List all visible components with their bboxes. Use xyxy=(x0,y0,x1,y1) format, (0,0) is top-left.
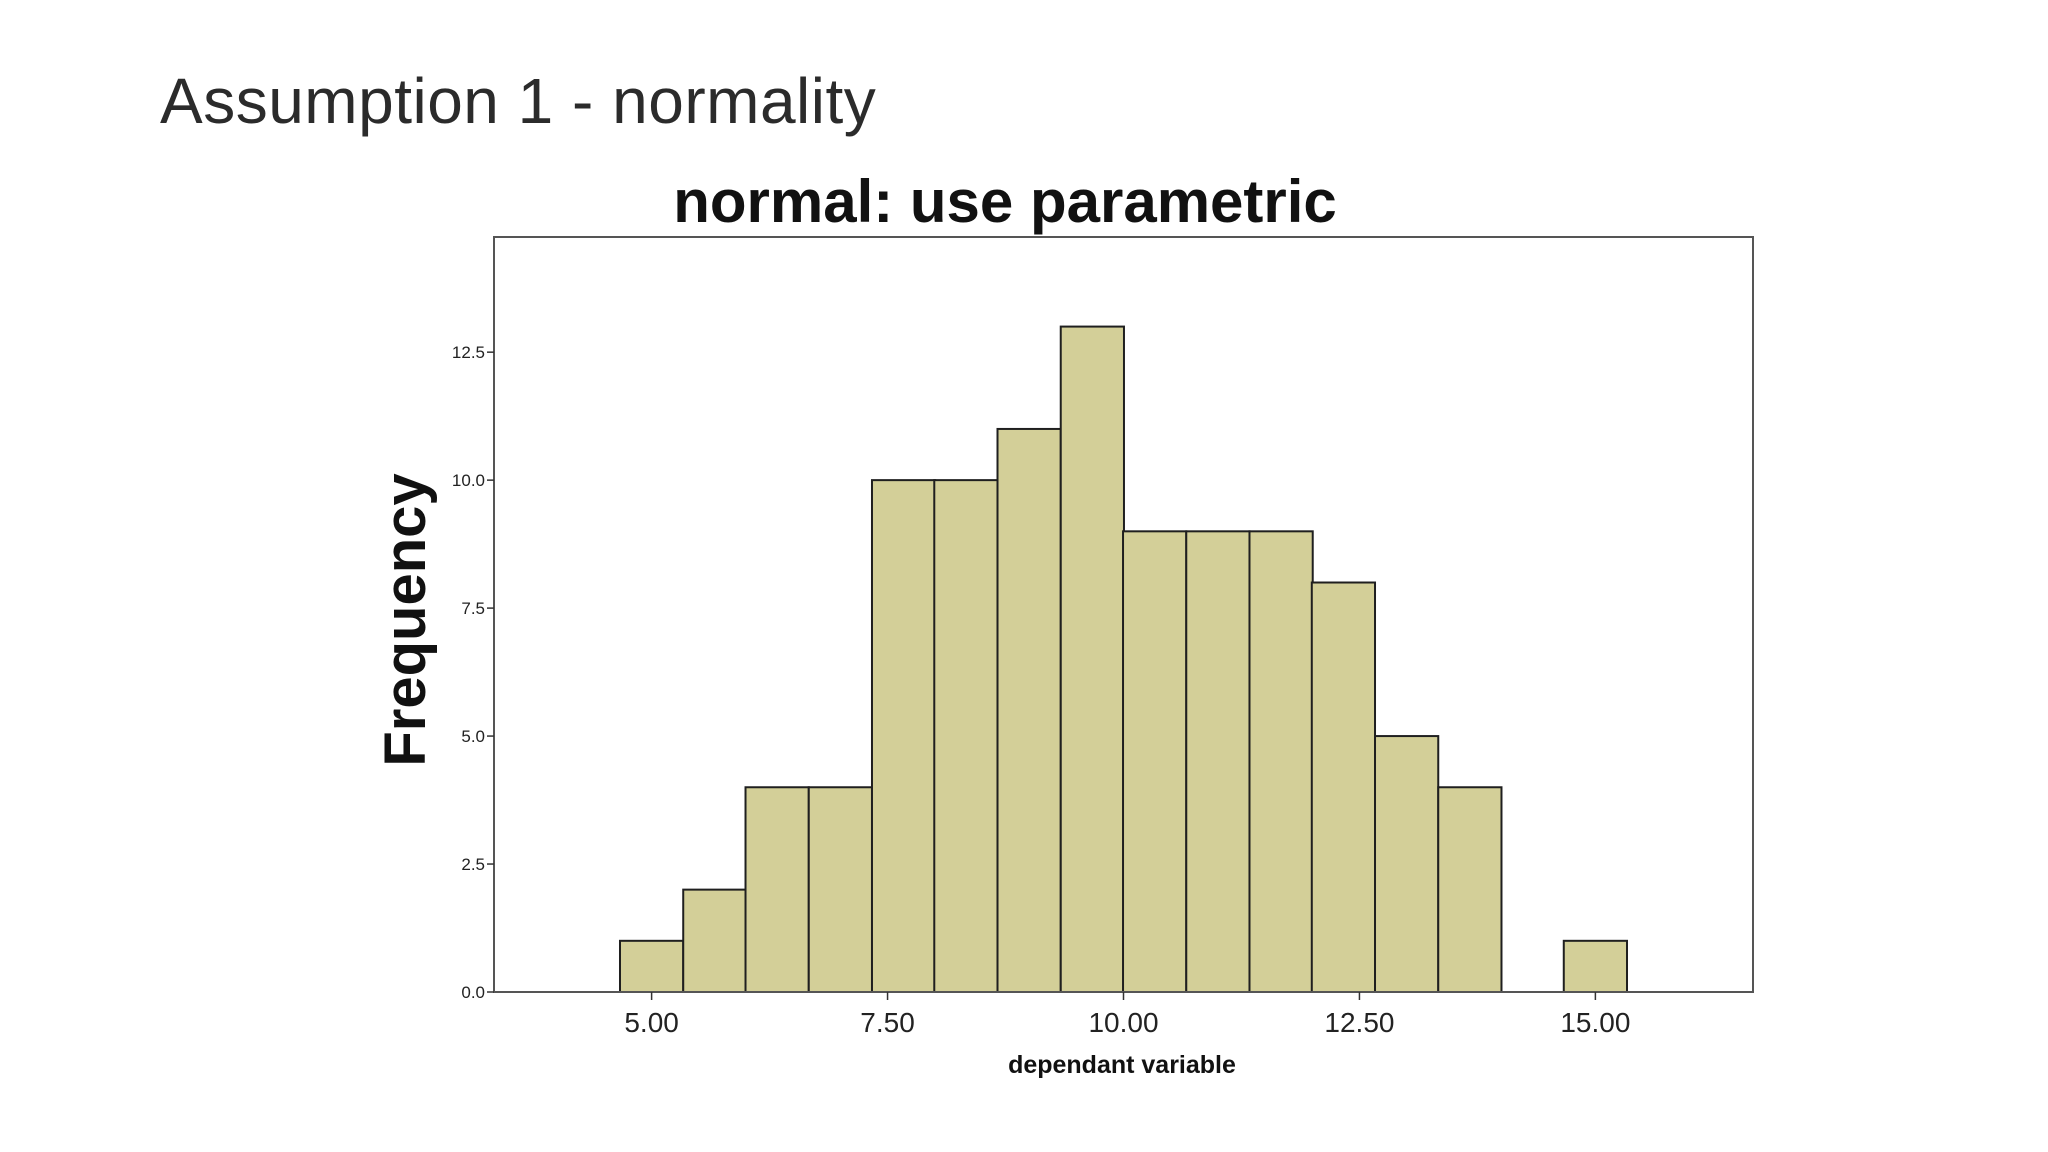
histogram-bar xyxy=(807,786,873,993)
y-tick-label: 0.0 xyxy=(461,983,485,1002)
y-axis-label: Frequency xyxy=(373,473,438,766)
histogram-bar xyxy=(1122,530,1188,993)
histogram-bar xyxy=(682,888,748,994)
histogram-bar xyxy=(1248,530,1314,993)
histogram-bar xyxy=(933,479,999,993)
histogram-bar xyxy=(744,786,810,993)
x-axis-label: dependant variable xyxy=(1008,1051,1236,1079)
y-tick-label: 10.0 xyxy=(452,471,485,490)
histogram-bar xyxy=(1437,786,1503,993)
y-axis: 0.0 2.5 5.0 7.5 10.0 12.5 xyxy=(452,343,494,1002)
x-tick-label: 15.00 xyxy=(1560,1007,1630,1038)
histogram-bar xyxy=(870,479,937,993)
x-tick-label: 12.50 xyxy=(1324,1007,1394,1038)
slide-title: Assumption 1 - normality xyxy=(160,65,877,137)
x-tick-label: 5.00 xyxy=(624,1007,679,1038)
y-tick-label: 5.0 xyxy=(461,727,485,746)
histogram-bar xyxy=(996,427,1062,993)
y-tick-label: 12.5 xyxy=(452,343,485,362)
y-tick-label: 2.5 xyxy=(461,855,485,874)
bars-group xyxy=(618,325,1629,994)
chart-title: normal: use parametric xyxy=(673,168,1337,235)
x-tick-label: 7.50 xyxy=(860,1007,915,1038)
y-tick-label: 7.5 xyxy=(461,599,485,618)
histogram-bar xyxy=(1374,735,1440,994)
x-tick-label: 10.00 xyxy=(1088,1007,1158,1038)
histogram-bar xyxy=(1310,581,1377,993)
x-axis: 5.00 7.50 10.00 12.50 15.00 xyxy=(624,992,1630,1038)
histogram-bar xyxy=(1059,325,1125,993)
histogram-bar xyxy=(1185,530,1251,993)
histogram-bar xyxy=(618,939,685,993)
histogram-bar xyxy=(1562,939,1629,993)
